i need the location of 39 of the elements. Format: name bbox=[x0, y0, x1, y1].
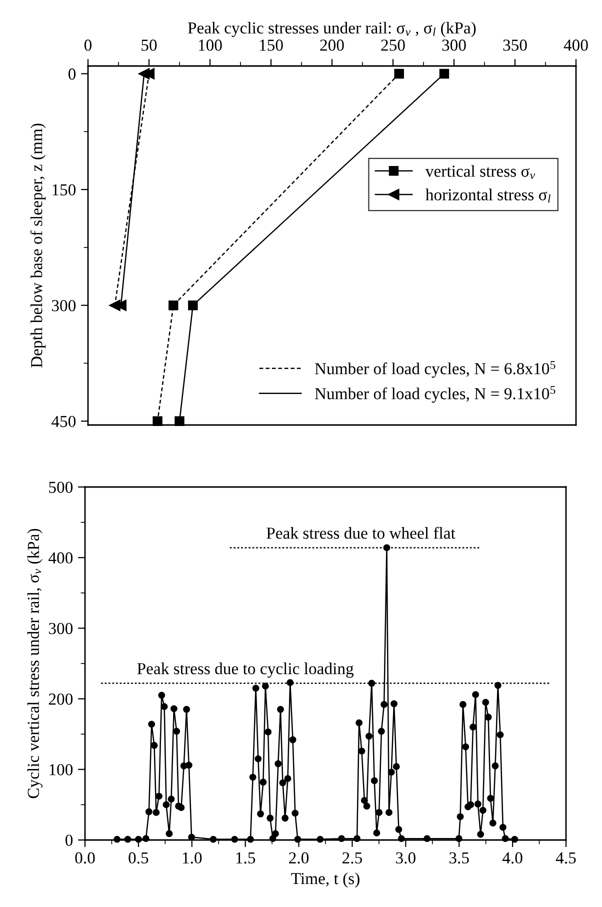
annotation: Number of load cycles, N = 6.8x10$^{5}$ bbox=[314, 361, 556, 378]
y-tick-label: 300 bbox=[48, 622, 73, 634]
annotation: Peak stress due to wheel flat bbox=[266, 526, 456, 539]
x-tick-label: 50 bbox=[142, 40, 157, 51]
x-axis-title: Peak cyclic stresses under rail: σ$_{v}$ , σ$_{l}$ (kPa) bbox=[188, 22, 476, 38]
y-tick-label: 0 bbox=[65, 834, 73, 846]
x-tick-label: 4.5 bbox=[556, 852, 576, 864]
x-tick-label: 0.5 bbox=[128, 852, 148, 864]
y-tick-label: 300 bbox=[52, 300, 76, 312]
x-tick-label: 1.0 bbox=[182, 852, 202, 864]
x-tick-label: 3.5 bbox=[449, 852, 469, 864]
legend-label: vertical stress σ$_{v}$ bbox=[425, 165, 536, 180]
x-tick-label: 1.5 bbox=[236, 852, 256, 864]
x-tick-label: 0 bbox=[84, 40, 92, 51]
x-axis-title: Time, t (s) bbox=[291, 872, 360, 888]
x-tick-label: 350 bbox=[503, 40, 527, 51]
y-axis-title: Depth below base of sleeper, z (mm) bbox=[30, 124, 46, 368]
annotation: Peak stress due to cyclic loading bbox=[137, 662, 354, 678]
x-tick-label: 3.0 bbox=[396, 852, 416, 864]
y-tick-label: 100 bbox=[50, 764, 73, 776]
y-tick-label: 450 bbox=[52, 416, 76, 428]
y-tick-label: 0 bbox=[68, 68, 76, 80]
x-tick-label: 2.5 bbox=[342, 852, 362, 864]
x-tick-label: 150 bbox=[260, 40, 283, 51]
x-tick-label: 2.0 bbox=[289, 852, 309, 864]
legend-label: horizontal stress σ$_{l}$ bbox=[426, 188, 550, 202]
x-tick-label: 250 bbox=[381, 40, 405, 51]
x-tick-label: 400 bbox=[564, 40, 588, 51]
y-tick-label: 400 bbox=[48, 552, 73, 564]
y-tick-label: 150 bbox=[52, 184, 76, 196]
x-tick-label: 200 bbox=[320, 40, 344, 51]
y-tick-label: 500 bbox=[49, 482, 73, 493]
x-tick-label: 300 bbox=[442, 40, 466, 51]
annotation: Number of load cycles, N = 9.1x10$^{5}$ bbox=[314, 386, 556, 403]
x-tick-label: 0.0 bbox=[75, 852, 95, 864]
y-axis-title: Cyclic vertical stress under rail, σ$_{v}$ (kPa) bbox=[27, 528, 42, 798]
y-tick-label: 200 bbox=[48, 694, 73, 705]
x-tick-label: 100 bbox=[198, 40, 222, 51]
x-tick-label: 4.0 bbox=[502, 852, 522, 864]
